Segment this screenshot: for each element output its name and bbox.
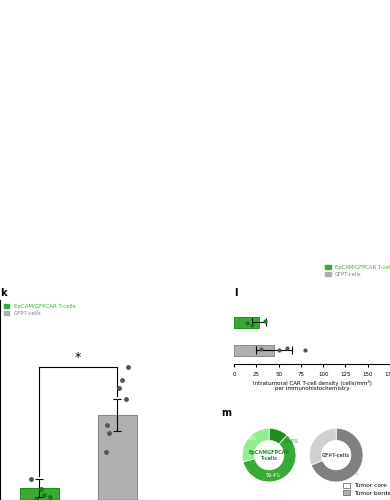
Bar [234, 344, 274, 356]
Bar [98, 414, 136, 500]
Legend: Tumor core, Tumor border: Tumor core, Tumor border [341, 482, 390, 497]
Text: f: f [199, 9, 203, 19]
Legend: EpCAM/GFPCAR T-cells, GFPT-cells: EpCAM/GFPCAR T-cells, GFPT-cells [324, 264, 390, 278]
Bar [20, 488, 58, 500]
Text: g: g [199, 168, 205, 177]
X-axis label: Intratumoral CAR T-cell density (cells/mm³)
per immunohistochemistry: Intratumoral CAR T-cell density (cells/m… [253, 380, 371, 392]
Text: e: e [150, 168, 156, 177]
Text: *: * [75, 351, 81, 364]
Text: l: l [234, 288, 238, 298]
Text: b: b [4, 168, 10, 177]
Text: c: c [53, 168, 58, 177]
Text: d: d [101, 168, 107, 177]
Text: h: h [248, 168, 254, 177]
Text: k: k [0, 288, 7, 298]
Legend: EpCAM/GFPCAR T-cells, GFPT-cells: EpCAM/GFPCAR T-cells, GFPT-cells [3, 303, 76, 317]
Text: a: a [4, 9, 11, 19]
Bar [234, 316, 259, 328]
Text: j: j [345, 168, 348, 177]
Text: m: m [222, 408, 232, 418]
Text: i: i [296, 168, 300, 177]
